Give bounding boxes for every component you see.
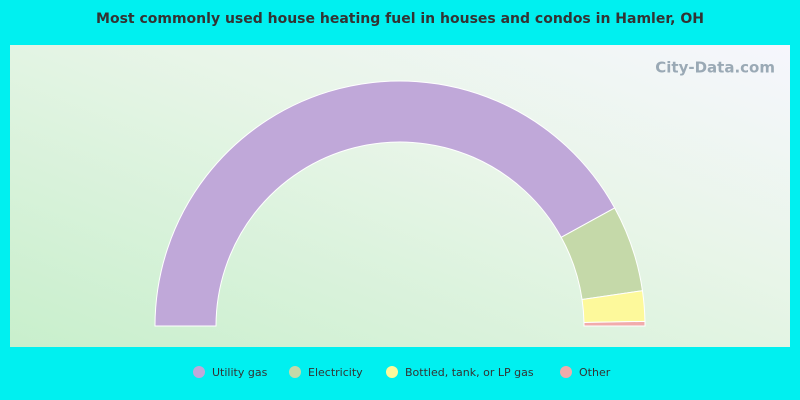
legend-label: Bottled, tank, or LP gas <box>405 366 534 379</box>
slice <box>154 80 616 327</box>
legend-label: Other <box>579 366 611 379</box>
watermark: City-Data.com <box>655 59 775 77</box>
chart-title: Most commonly used house heating fuel in… <box>96 11 704 27</box>
legend-swatch <box>193 366 205 378</box>
legend-swatch <box>289 366 301 378</box>
legend-swatch <box>386 366 398 378</box>
slice <box>583 320 646 327</box>
legend-swatch <box>560 366 572 378</box>
legend-label: Utility gas <box>212 366 268 379</box>
legend-label: Electricity <box>308 366 363 379</box>
